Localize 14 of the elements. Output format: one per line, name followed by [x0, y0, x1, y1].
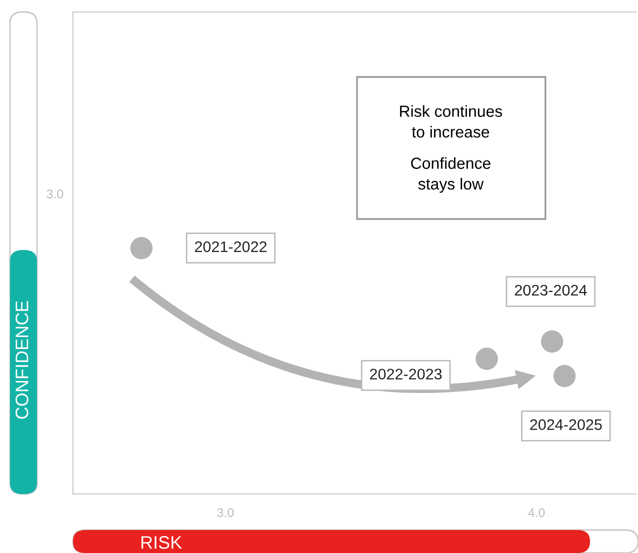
point — [553, 364, 576, 388]
annotation: 2021-2022 — [194, 241, 267, 252]
x-axis-title: RISK — [141, 536, 182, 549]
point — [130, 236, 153, 260]
point — [540, 330, 564, 353]
x-tick-label: 4.0 — [528, 508, 545, 518]
annotation: 2022-2023 — [370, 368, 442, 380]
annotation: 2024-2025 — [530, 419, 602, 430]
point — [476, 348, 498, 370]
text: Confidence stays low — [411, 157, 490, 193]
text: Risk continues to increase — [400, 105, 502, 138]
text: 3.0 — [46, 190, 64, 198]
y-axis-title: CONFIDENCE — [16, 301, 28, 419]
annotation: 2023-2024 — [514, 284, 587, 296]
